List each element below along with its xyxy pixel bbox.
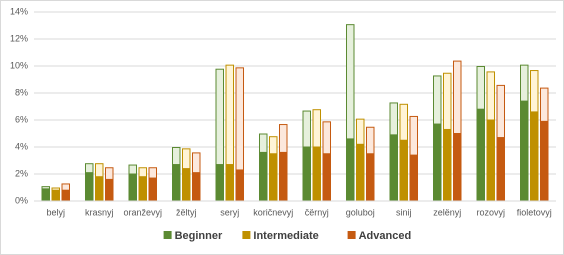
- x-tick-label: zelёnyj: [433, 207, 461, 217]
- y-tick-label: 0%: [15, 195, 28, 205]
- y-tick-label: 14%: [10, 6, 28, 16]
- legend-label: Intermediate: [253, 230, 318, 242]
- bar-segment-light: [138, 167, 147, 178]
- bar-segment: [95, 176, 104, 201]
- bar-segment-light: [530, 70, 539, 113]
- bar-segment: [530, 111, 539, 201]
- bar-segment-light: [389, 102, 398, 136]
- bar-segment: [225, 164, 234, 201]
- bar-segment: [61, 190, 70, 201]
- x-tick-label: goluboj: [346, 207, 375, 217]
- bar-segment: [486, 120, 495, 201]
- legend-label: Advanced: [359, 230, 412, 242]
- bar-segment-light: [366, 126, 375, 155]
- bar-segment: [41, 188, 50, 201]
- bar-segment-light: [172, 147, 181, 166]
- x-tick-label: krasnyj: [85, 207, 114, 217]
- y-tick-label: 6%: [15, 114, 28, 124]
- bar-segment-light: [128, 164, 137, 175]
- bar-segment-light: [148, 167, 157, 179]
- y-tick-label: 10%: [10, 60, 28, 70]
- bar-segment: [322, 153, 331, 201]
- bar-segment-light: [302, 110, 311, 148]
- bar-segment-light: [51, 187, 60, 191]
- bar-segment: [138, 176, 147, 201]
- bar-segment: [192, 172, 201, 201]
- x-tick-label: belyj: [46, 207, 65, 217]
- legend-swatch: [163, 231, 172, 239]
- bar-segment-light: [41, 186, 50, 190]
- x-tick-label: seryj: [220, 207, 239, 217]
- bar-segment-light: [95, 163, 104, 178]
- bar-segment-light: [192, 152, 201, 174]
- bar-segment-light: [486, 71, 495, 121]
- bar-segment-light: [322, 121, 331, 155]
- bar-segment: [302, 147, 311, 201]
- bar-segment-light: [61, 183, 70, 191]
- bar-segment-light: [215, 68, 224, 166]
- legend-label: Beginner: [175, 230, 223, 242]
- bar-segment: [409, 155, 418, 201]
- bar-segment-light: [312, 109, 321, 148]
- y-tick-label: 8%: [15, 87, 28, 97]
- x-tick-label: rozovyj: [476, 207, 505, 217]
- bar-segment-light: [433, 75, 442, 125]
- x-tick-label: oranževyj: [123, 207, 162, 217]
- bar-segment: [312, 147, 321, 201]
- bar-segment-light: [476, 66, 485, 110]
- bar-segment-light: [399, 103, 408, 141]
- bar-segment-light: [356, 118, 365, 145]
- bar-segment: [399, 140, 408, 201]
- bar-segment: [443, 129, 452, 201]
- bar-segment: [433, 124, 442, 201]
- bar-segment-light: [496, 84, 505, 139]
- bar-segment: [182, 168, 191, 201]
- bar-segment-light: [105, 167, 114, 180]
- bar-segment: [366, 153, 375, 201]
- bar-segment-light: [520, 64, 529, 102]
- bar-segment-light: [182, 148, 191, 170]
- bar-segment: [476, 109, 485, 201]
- legend-swatch: [347, 231, 356, 239]
- bar-segment-light: [453, 60, 462, 134]
- bar-segment: [105, 179, 114, 201]
- bar-segment: [540, 121, 549, 201]
- bar-segment: [269, 153, 278, 201]
- bar-segment: [520, 101, 529, 201]
- bar-segment: [215, 164, 224, 201]
- x-tick-label: sinij: [396, 207, 412, 217]
- legend-swatch: [242, 231, 251, 239]
- x-tick-label: koričnevyj: [253, 207, 293, 217]
- x-tick-label: čёrnyj: [305, 207, 329, 217]
- bar-segment: [389, 134, 398, 201]
- bar-segment: [356, 144, 365, 201]
- bar-segment: [259, 152, 268, 201]
- bar-segment: [172, 164, 181, 201]
- bar-segment: [235, 169, 244, 201]
- bar-segment: [148, 178, 157, 201]
- bar-segment: [128, 174, 137, 201]
- y-tick-label: 4%: [15, 141, 28, 151]
- bar-segment-light: [540, 87, 549, 122]
- bar-segment: [51, 190, 60, 201]
- x-tick-label: žёltyj: [176, 207, 197, 217]
- x-tick-label: fioletovyj: [517, 207, 552, 217]
- bar-segment: [85, 172, 94, 201]
- bar-segment-light: [225, 64, 234, 166]
- bar-segment-light: [269, 136, 278, 155]
- y-tick-label: 12%: [10, 33, 28, 43]
- bar-segment: [453, 133, 462, 201]
- bar-segment-light: [443, 72, 452, 130]
- bar-segment: [496, 137, 505, 201]
- bar-segment: [346, 138, 355, 201]
- bar-segment-light: [259, 133, 268, 153]
- y-tick-label: 2%: [15, 168, 28, 178]
- bar-segment-light: [409, 115, 418, 156]
- bar-segment-light: [279, 124, 288, 153]
- bar-segment: [279, 152, 288, 201]
- bar-segment-light: [346, 24, 355, 140]
- bar-segment-light: [85, 163, 94, 174]
- bar-segment-light: [235, 67, 244, 171]
